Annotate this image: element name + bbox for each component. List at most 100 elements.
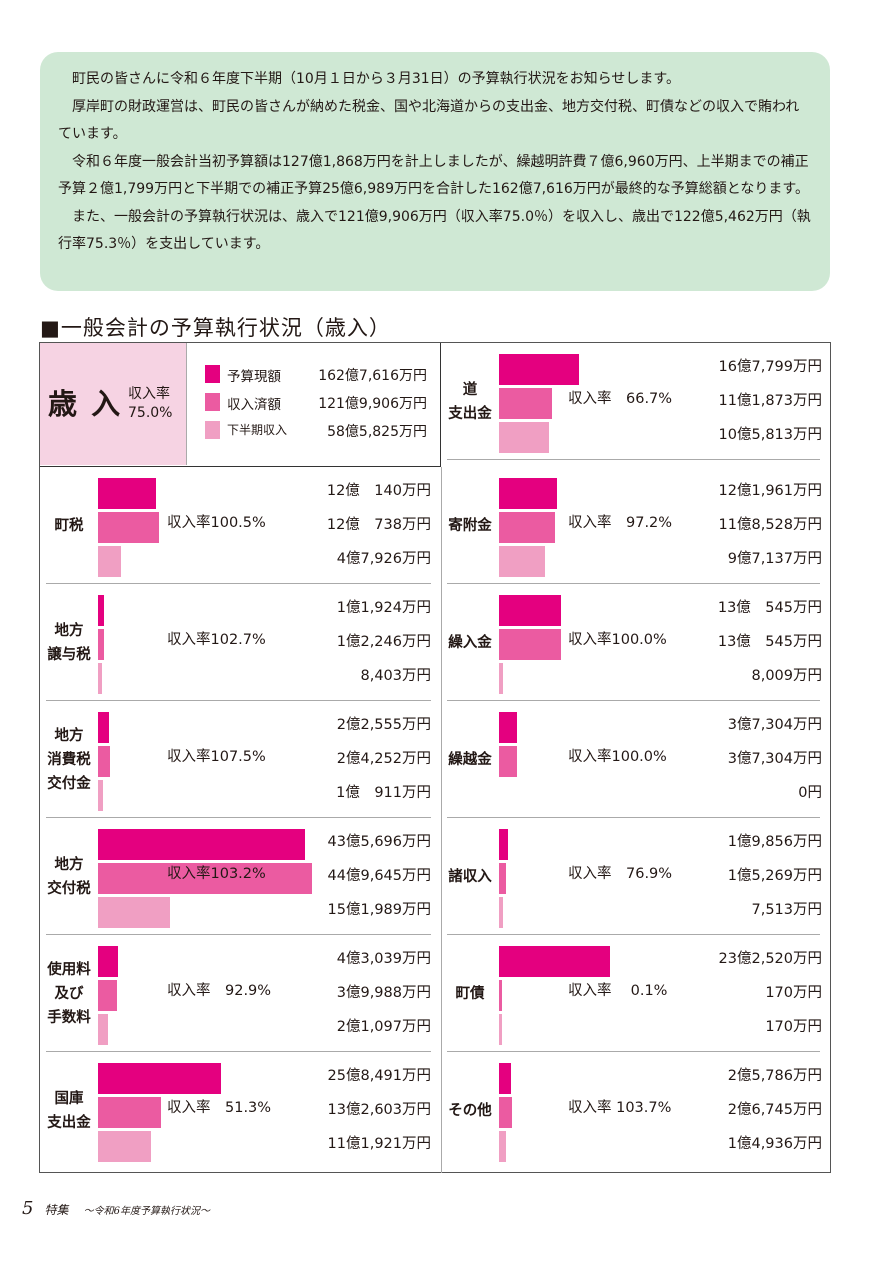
received-amount: 2億6,745万円	[727, 1102, 822, 1118]
received-bar	[98, 746, 110, 777]
revenue-summary: 歳 入 収入率 75.0% 予算現額 162億7,616万円 収入済額 121億…	[40, 343, 441, 467]
second-half-amount: 9億7,137万円	[727, 551, 822, 567]
item-name: 地方 譲与税	[47, 622, 91, 663]
collection-rate: 収入率 66.7%	[568, 391, 673, 407]
revenue-item: 国庫 支出金 収入率 51.3% 25億8,491万円 13億2,603万円 11億1,…	[40, 1052, 441, 1169]
second-half-amount: 8,009万円	[751, 668, 822, 684]
revenue-item: その他 収入率 103.7% 2億5,786万円 2億6,745万円 1億4,936万円	[441, 1052, 830, 1169]
budget-amount: 23億2,520万円	[718, 951, 822, 967]
intro-paragraph: 厚岸町の財政運営は、町民の皆さんが納めた税金、国や北海道からの支出金、地方交付税…	[58, 98, 800, 143]
second-half-bar	[499, 1014, 502, 1045]
budget-bar	[499, 478, 557, 509]
received-bar	[499, 512, 555, 543]
second-half-bar	[98, 897, 170, 928]
budget-amount: 4億3,039万円	[336, 951, 431, 967]
row-divider	[46, 700, 431, 701]
item-name: 繰入金	[448, 634, 492, 651]
legend-budget: 予算現額 162億7,616万円	[205, 363, 435, 385]
summary-title-box: 歳 入 収入率 75.0%	[40, 343, 187, 465]
revenue-item: 町債 収入率 0.1% 23億2,520万円 170万円 170万円	[441, 935, 830, 1052]
summary-title: 歳 入	[48, 387, 123, 421]
item-name: 道 支出金	[448, 381, 492, 422]
item-name: 地方 交付税	[47, 856, 91, 897]
second-half-amount: 7,513万円	[751, 902, 822, 918]
second-half-amount: 1億4,936万円	[727, 1136, 822, 1152]
row-divider	[46, 583, 431, 584]
item-name: 町債	[455, 985, 485, 1002]
row-divider	[447, 459, 820, 460]
budget-amount: 25億8,491万円	[327, 1068, 431, 1084]
received-amount: 170万円	[765, 985, 822, 1001]
received-amount: 1億2,246万円	[336, 634, 431, 650]
received-bar	[499, 746, 517, 777]
received-bar	[98, 863, 312, 894]
section-title: ■一般会計の予算執行状況（歳入）	[40, 316, 391, 340]
row-divider	[46, 934, 431, 935]
row-divider	[447, 934, 820, 935]
second-half-amount: 1億 911万円	[336, 785, 431, 801]
collection-rate: 収入率 76.9%	[568, 866, 673, 882]
second-half-bar	[499, 897, 503, 928]
second-half-bar	[499, 422, 549, 453]
item-name: 国庫 支出金	[47, 1090, 91, 1131]
intro-paragraph: 令和６年度一般会計当初予算額は127億1,868万円を計上しましたが、繰越明許費…	[58, 153, 809, 198]
collection-rate: 収入率 97.2%	[568, 515, 673, 531]
received-amount: 13億2,603万円	[327, 1102, 431, 1118]
second-half-bar	[499, 663, 503, 694]
item-name: 繰越金	[448, 751, 492, 768]
second-half-amount: 2億1,097万円	[336, 1019, 431, 1035]
column-divider	[441, 467, 442, 1173]
revenue-table: 歳 入 収入率 75.0% 予算現額 162億7,616万円 収入済額 121億…	[39, 342, 831, 1173]
received-amount: 1億5,269万円	[727, 868, 822, 884]
item-name: その他	[448, 1102, 492, 1119]
budget-bar	[499, 595, 561, 626]
second-half-bar	[98, 780, 103, 811]
second-half-bar	[499, 1131, 506, 1162]
budget-amount: 1億9,856万円	[727, 834, 822, 850]
revenue-item: 寄附金 収入率 97.2% 12億1,961万円 11億8,528万円 9億7,137万…	[441, 467, 830, 584]
legend-swatch	[205, 365, 220, 383]
legend-swatch	[205, 393, 220, 411]
collection-rate: 収入率 103.7%	[568, 1100, 672, 1116]
item-name: 使用料 及び 手数料	[47, 961, 91, 1026]
collection-rate: 収入率 0.1%	[568, 983, 668, 999]
second-half-bar	[499, 546, 545, 577]
revenue-item: 繰越金 収入率100.0% 3億7,304万円 3億7,304万円 0円	[441, 701, 830, 818]
row-divider	[447, 583, 820, 584]
received-amount: 12億 738万円	[326, 517, 431, 533]
second-half-amount: 8,403万円	[360, 668, 431, 684]
collection-rate: 収入率 51.3%	[167, 1100, 272, 1116]
collection-rate: 収入率100.0%	[568, 749, 667, 765]
legend-label: 収入済額	[227, 397, 281, 413]
budget-amount: 13億 545万円	[717, 600, 822, 616]
budget-amount: 12億1,961万円	[718, 483, 822, 499]
collection-rate: 収入率103.2%	[167, 866, 266, 882]
revenue-item: 地方 消費税 交付金 収入率107.5% 2億2,555万円 2億4,252万円 1億 …	[40, 701, 441, 818]
received-bar	[499, 980, 502, 1011]
second-half-amount: 15億1,989万円	[327, 902, 431, 918]
collection-rate: 収入率102.7%	[167, 632, 266, 648]
budget-bar	[499, 354, 579, 385]
legend-amount: 121億9,906万円	[318, 396, 427, 412]
second-half-bar	[98, 663, 102, 694]
revenue-item: 道 支出金 収入率 66.7% 16億7,799万円 11億1,873万円 10億5,8…	[441, 343, 830, 460]
received-amount: 44億9,645万円	[327, 868, 431, 884]
second-half-amount: 0円	[798, 785, 822, 801]
received-bar	[98, 1097, 161, 1128]
row-divider	[46, 817, 431, 818]
revenue-item: 諸収入 収入率 76.9% 1億9,856万円 1億5,269万円 7,513万円	[441, 818, 830, 935]
row-divider	[46, 1051, 431, 1052]
budget-bar	[98, 595, 104, 626]
received-bar	[499, 388, 552, 419]
second-half-amount: 11億1,921万円	[327, 1136, 431, 1152]
footer-subtitle: ～令和6年度予算執行状況～	[83, 1206, 211, 1217]
second-half-bar	[98, 1131, 151, 1162]
budget-bar	[98, 478, 156, 509]
legend-swatch	[205, 421, 220, 439]
budget-amount: 2億2,555万円	[336, 717, 431, 733]
item-name: 寄附金	[448, 517, 492, 534]
second-half-bar	[98, 546, 121, 577]
budget-bar	[98, 1063, 221, 1094]
revenue-item: 地方 交付税 収入率103.2% 43億5,696万円 44億9,645万円 15億1,…	[40, 818, 441, 935]
summary-rate-value: 75.0%	[128, 405, 173, 421]
